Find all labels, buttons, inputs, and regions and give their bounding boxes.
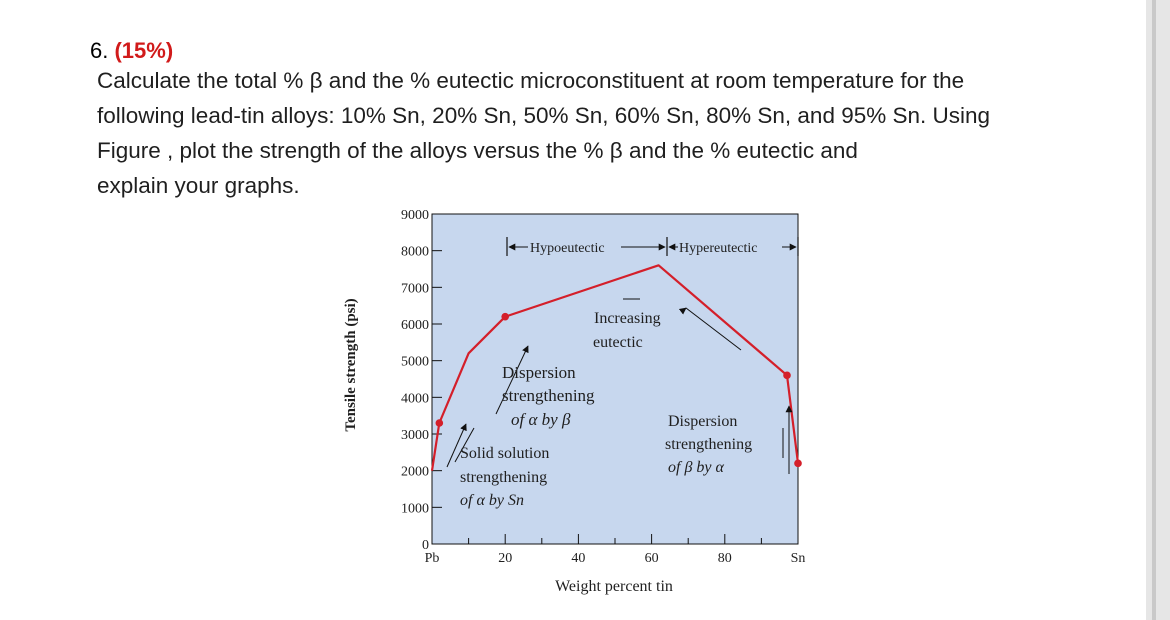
hypereutectic-label: Hypereutectic [679, 241, 758, 256]
question-number: 6. [90, 38, 109, 63]
data-point [794, 459, 802, 468]
question-line: explain your graphs. [97, 173, 300, 198]
dispersion-left-line3: of α by β [511, 410, 571, 429]
question-line: Figure , plot the strength of the alloys… [97, 138, 858, 163]
y-axis-label: Tensile strength (psi) [343, 298, 359, 431]
solid-solution-arrow-2 [454, 427, 475, 463]
document-page: 6. (15%) Calculate the total % β and the… [90, 38, 1107, 595]
y-tick-label: 6000 [401, 318, 429, 333]
x-tick-label: 20 [498, 551, 512, 566]
y-tick-label: 4000 [401, 391, 429, 406]
y-tick-label: 8000 [401, 245, 429, 260]
tensile-strength-figure: 0 1000 2000 3000 4000 5000 6000 7000 8000 9000 Pb… [343, 208, 806, 595]
solid-solution-line2: strengthening [460, 469, 547, 486]
y-tick-label: 9000 [401, 208, 429, 223]
solid-solution-arrow-1 [446, 423, 467, 468]
increasing-label: Increasing [594, 310, 661, 327]
y-tick-label: 1000 [401, 501, 429, 516]
dispersion-right-line2: strengthening [665, 436, 752, 453]
y-tick-label: 2000 [401, 465, 429, 480]
x-tick-label: 40 [571, 551, 585, 566]
dispersion-right-line3: of β by α [668, 459, 725, 476]
x-tick-label: Pb [425, 551, 440, 566]
solid-solution-line1: Solid solution [460, 445, 549, 462]
question-line: Calculate the total % β and the % eutect… [97, 68, 965, 93]
data-point [783, 371, 791, 380]
dispersion-left-line2: strengthening [502, 386, 595, 405]
x-tick-label: 80 [718, 551, 732, 566]
y-tick-label: 3000 [401, 428, 429, 443]
x-axis-label: Weight percent tin [555, 578, 673, 595]
x-tick-label: Sn [791, 551, 806, 566]
data-point [501, 312, 509, 321]
question-line: following lead-tin alloys: 10% Sn, 20% S… [97, 103, 991, 128]
y-tick-label: 5000 [401, 355, 429, 370]
solid-solution-line3: of α by Sn [460, 492, 524, 509]
increasing-arrow-right [678, 307, 687, 315]
scrollbar-track[interactable] [1146, 0, 1170, 620]
question-points: (15%) [114, 38, 174, 63]
question-header: 6. (15%) [90, 38, 173, 64]
plot-area [431, 213, 799, 545]
scrollbar-thumb[interactable] [1152, 0, 1156, 620]
hypoeutectic-label: Hypoeutectic [530, 241, 605, 256]
x-tick-label: 60 [645, 551, 659, 566]
question-text: Calculate the total % β and the % eutect… [97, 63, 1107, 203]
eutectic-label: eutectic [593, 334, 643, 351]
dispersion-left-arrow [495, 345, 529, 415]
dispersion-right-line1: Dispersion [668, 413, 737, 430]
dispersion-left-line1: Dispersion [502, 363, 576, 382]
y-tick-label: 0 [422, 538, 429, 553]
y-tick-label: 7000 [401, 281, 429, 296]
data-point [435, 419, 444, 427]
increasing-arrow-line [685, 307, 742, 351]
